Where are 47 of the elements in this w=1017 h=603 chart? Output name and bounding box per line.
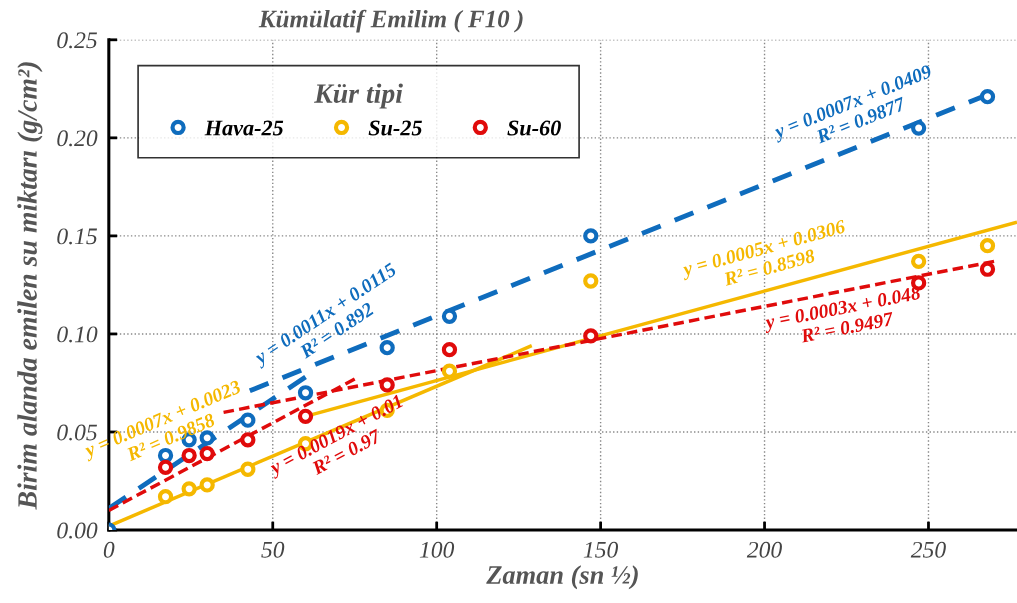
x-tick-label: 100 xyxy=(419,541,455,558)
annotation: y = 0.0003x + 0.048 R² = 0.9497 xyxy=(762,285,922,343)
point xyxy=(441,341,458,358)
point xyxy=(911,120,927,136)
x-tick-label: 150 xyxy=(583,541,619,558)
point xyxy=(979,89,996,105)
point xyxy=(441,363,458,379)
x-tick-label: 50 xyxy=(261,541,285,558)
x-tick-label: 200 xyxy=(746,541,782,558)
point xyxy=(157,447,174,464)
point xyxy=(583,228,599,244)
point xyxy=(199,445,215,462)
point xyxy=(157,489,174,505)
annotation: y = 0.0007x + 0.0409 R² = 0.9877 xyxy=(771,64,935,144)
y-tick-label: 0.15 xyxy=(57,228,97,245)
x-tick-label: 250 xyxy=(910,541,946,558)
point xyxy=(240,432,256,448)
point xyxy=(297,408,314,424)
chart-title: Kümülatif Emilim ( F10 ) xyxy=(258,9,523,33)
point xyxy=(583,273,599,289)
x-tick-label: 0 xyxy=(103,541,115,558)
point xyxy=(297,385,314,401)
annotation: y = 0.0005x + 0.0306 R² = 0.8598 xyxy=(679,219,848,287)
point xyxy=(379,377,395,393)
point xyxy=(181,481,197,497)
point xyxy=(157,459,174,475)
x-axis-title: Zaman (sn ½) xyxy=(486,565,638,590)
point xyxy=(911,253,927,270)
y-axis-title: Birim alanda emilen su miktarı (g/cm²) xyxy=(17,62,43,510)
point xyxy=(379,340,395,356)
point xyxy=(199,477,215,493)
point xyxy=(181,447,197,464)
y-tick-label: 0.25 xyxy=(57,32,97,49)
point xyxy=(441,308,458,324)
y-tick-label: 0.00 xyxy=(57,522,98,539)
y-tick-label: 0.20 xyxy=(57,130,98,147)
y-tick-label: 0.05 xyxy=(57,424,97,441)
y-tick-label: 0.10 xyxy=(57,326,98,343)
legend-label: Su-60 xyxy=(507,120,561,136)
point xyxy=(979,238,996,254)
point xyxy=(583,328,599,344)
legend-title: Kür tipi xyxy=(314,83,403,109)
point xyxy=(979,261,996,277)
point xyxy=(240,461,256,477)
legend-label: Hava-25 xyxy=(204,120,284,136)
legend-label: Su-25 xyxy=(368,120,422,136)
point xyxy=(240,412,256,428)
